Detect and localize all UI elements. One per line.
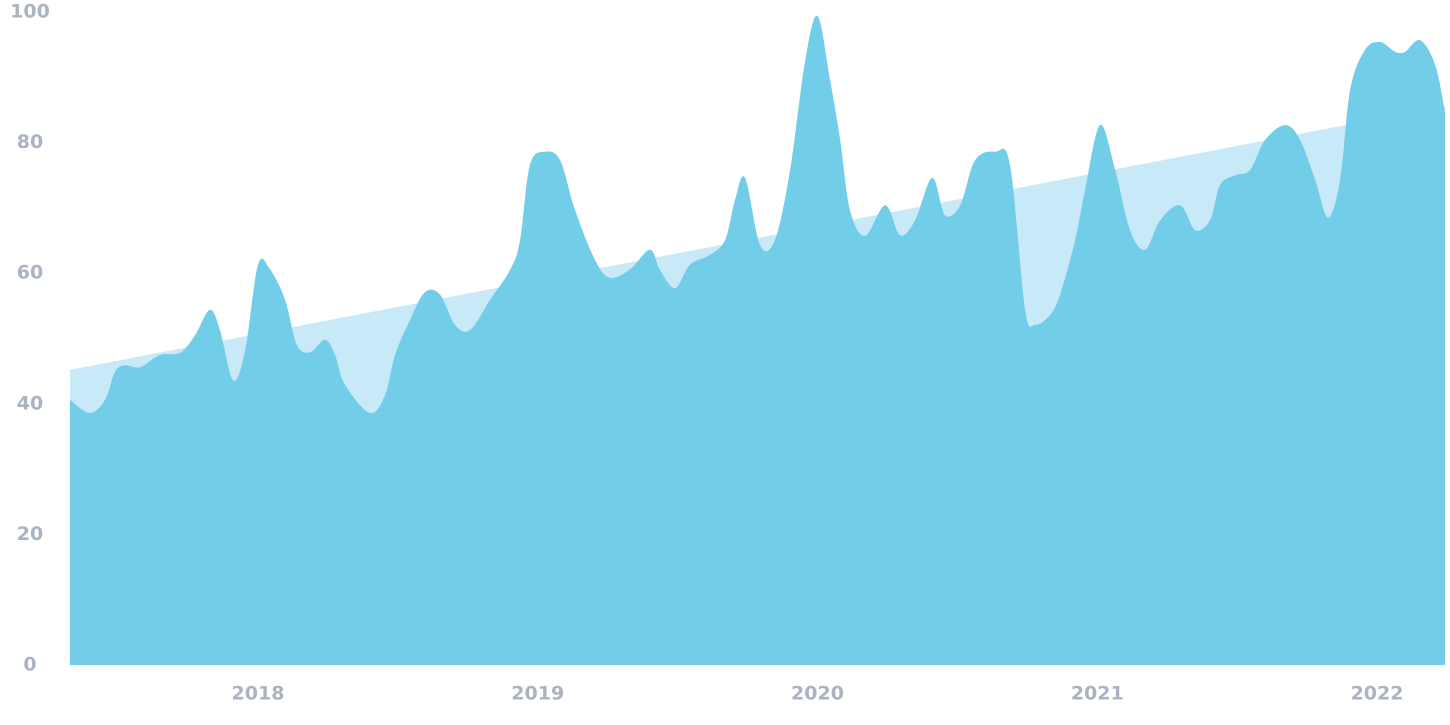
area [70,15,1445,665]
y-tick-label: 60 [17,262,43,284]
x-tick-label: 2021 [1071,683,1124,705]
x-tick-label: 2020 [791,683,844,705]
x-tick-label: 2022 [1351,683,1404,705]
y-tick-label: 80 [17,131,43,153]
y-tick-label: 0 [23,654,36,676]
y-tick-label: 40 [17,392,43,414]
y-tick-label: 20 [17,523,43,545]
x-tick-label: 2019 [511,683,564,705]
x-tick-label: 2018 [232,683,285,705]
y-tick-label: 100 [10,1,50,23]
